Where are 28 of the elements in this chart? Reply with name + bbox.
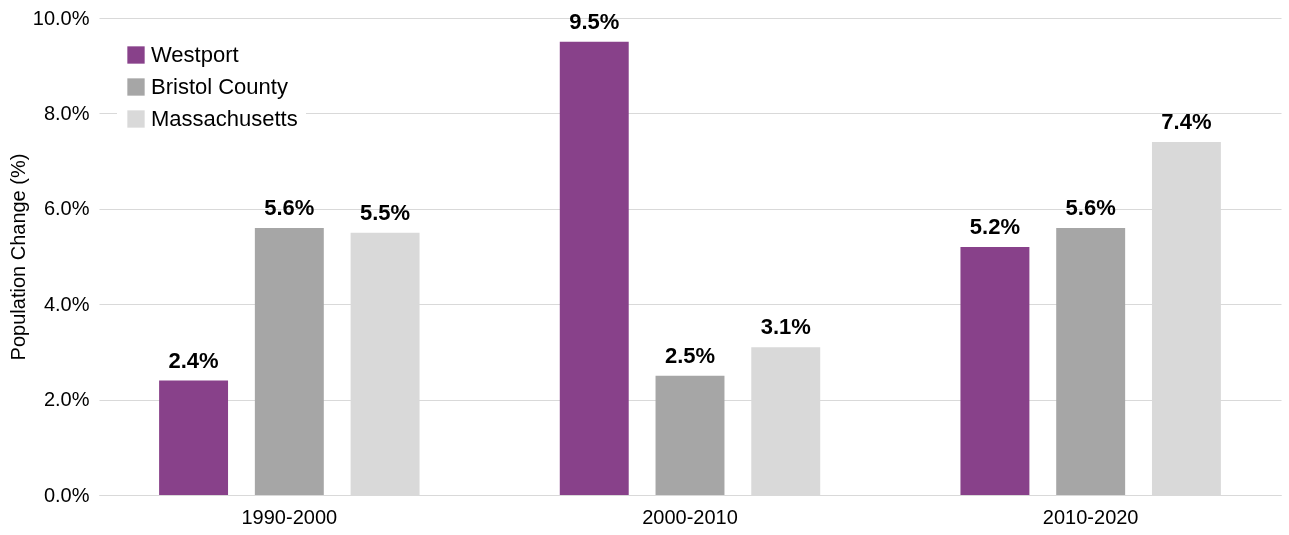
data-label: 5.6% [264,194,315,220]
bar [655,375,725,495]
data-label: 9.5% [569,8,620,34]
data-label: 3.1% [760,314,811,340]
legend-label: Massachusetts [151,106,298,131]
data-label: 5.6% [1065,194,1116,220]
bar [159,380,229,495]
y-axis-title: Population Change (%) [6,153,29,361]
data-label: 2.5% [664,342,716,368]
y-tick-label: 8.0% [43,101,90,124]
y-tick-label: 2.0% [43,388,90,411]
data-label: 5.2% [969,213,1021,239]
y-tick-label: 0.0% [43,483,90,506]
bar [254,227,324,495]
y-tick-label: 10.0% [32,6,90,29]
x-tick-label: 2000-2010 [642,505,738,528]
bar [960,246,1030,495]
x-tick-label: 2010-2020 [1042,505,1139,528]
y-tick-label: 6.0% [43,197,90,220]
bar [1056,227,1126,495]
data-label: 7.4% [1161,109,1212,135]
legend-label: Bristol County [151,74,288,99]
bar [559,41,629,495]
data-label: 2.4% [168,347,219,373]
legend-label: Westport [151,42,239,67]
y-tick-label: 4.0% [43,292,90,315]
data-label: 5.5% [359,199,411,225]
x-tick-label: 1990-2000 [241,505,338,528]
